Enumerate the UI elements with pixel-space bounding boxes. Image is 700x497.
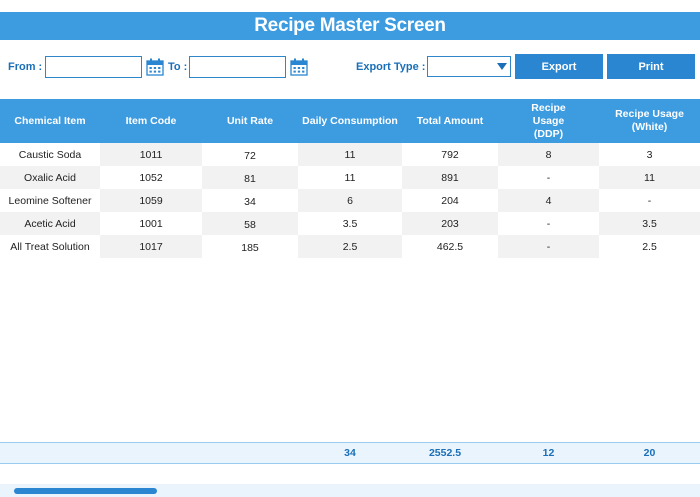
from-label: From : (8, 61, 43, 73)
to-date-input[interactable] (189, 56, 286, 78)
title-bar: Recipe Master Screen (0, 12, 700, 40)
cell-daily-consumption: 11 (298, 143, 402, 166)
page-title: Recipe Master Screen (254, 15, 446, 36)
column-header-daily-consumption[interactable]: Daily Consumption (302, 114, 398, 127)
table-row[interactable]: Caustic Soda 1011 72 11 792 8 3 (0, 143, 700, 166)
cell-daily-consumption: 11 (344, 171, 356, 184)
scrollbar-thumb[interactable] (14, 488, 157, 494)
cell-daily-consumption: 6 (298, 189, 402, 212)
horizontal-scrollbar[interactable] (0, 484, 700, 497)
print-button[interactable]: Print (607, 54, 695, 79)
cell-chemical-item: Acetic Acid (0, 212, 100, 235)
export-button[interactable]: Export (515, 54, 603, 79)
calendar-icon[interactable] (146, 58, 164, 76)
cell-total-amount: 203 (402, 212, 498, 235)
cell-total-amount: 462.5 (436, 240, 464, 253)
export-type-label: Export Type : (356, 61, 426, 73)
export-type-select[interactable] (427, 56, 511, 77)
table-row[interactable]: Oxalic Acid 1052 81 11 891 - 11 (0, 166, 700, 189)
cell-recipe-usage-ddp: - (546, 171, 551, 184)
cell-recipe-usage-ddp: 8 (498, 143, 599, 166)
cell-item-code: 1011 (100, 143, 202, 166)
cell-recipe-usage-ddp: - (498, 235, 599, 258)
cell-total-amount: 204 (441, 194, 459, 207)
cell-item-code: 1017 (100, 235, 202, 258)
cell-item-code: 1052 (139, 171, 163, 184)
table-header: Chemical Item Item Code Unit Rate Daily … (0, 99, 700, 143)
cell-unit-rate: 34 (244, 195, 256, 208)
cell-recipe-usage-white: 2.5 (642, 240, 657, 253)
column-header-item-code[interactable]: Item Code (125, 114, 177, 127)
cell-total-amount: 891 (402, 166, 498, 189)
calendar-icon[interactable] (290, 58, 308, 76)
cell-unit-rate: 81 (202, 166, 298, 189)
cell-item-code: 1001 (139, 217, 163, 230)
cell-chemical-item: Leomine Softener (8, 194, 92, 207)
cell-unit-rate: 58 (202, 212, 298, 235)
cell-daily-consumption: 2.5 (298, 235, 402, 258)
cell-recipe-usage-white: 11 (599, 166, 700, 189)
total-amount: 2552.5 (428, 447, 462, 459)
total-recipe-usage-ddp: 12 (542, 447, 555, 459)
table-row[interactable]: Acetic Acid 1001 58 3.5 203 - 3.5 (0, 212, 700, 235)
column-header-recipe-usage-white[interactable]: Recipe Usage (White) (615, 108, 684, 133)
cell-recipe-usage-ddp: - (546, 217, 551, 230)
column-header-unit-rate[interactable]: Unit Rate (226, 114, 274, 127)
cell-recipe-usage-white: - (647, 194, 652, 207)
cell-chemical-item: Oxalic Acid (0, 166, 100, 189)
table-row[interactable]: Leomine Softener 1059 34 6 204 4 - (0, 189, 700, 212)
cell-recipe-usage-ddp: 4 (498, 189, 599, 212)
cell-chemical-item: All Treat Solution (10, 240, 90, 253)
cell-recipe-usage-white: 3.5 (599, 212, 700, 235)
from-date-input[interactable] (45, 56, 142, 78)
column-header-total-amount[interactable]: Total Amount (416, 114, 484, 127)
chevron-down-icon (497, 63, 507, 70)
cell-chemical-item: Caustic Soda (18, 148, 82, 161)
cell-total-amount: 792 (441, 148, 459, 161)
total-daily-consumption: 34 (344, 447, 356, 459)
cell-unit-rate: 185 (241, 241, 259, 254)
cell-unit-rate: 72 (244, 149, 256, 162)
cell-recipe-usage-white: 3 (646, 148, 653, 161)
column-header-recipe-usage-ddp[interactable]: Recipe Usage (DDP) (531, 101, 566, 140)
table-row[interactable]: All Treat Solution 1017 185 2.5 462.5 - … (0, 235, 700, 258)
to-label: To : (168, 61, 188, 73)
column-header-chemical-item[interactable]: Chemical Item (14, 114, 86, 127)
cell-daily-consumption: 3.5 (342, 217, 358, 230)
cell-item-code: 1059 (100, 189, 202, 212)
total-recipe-usage-white: 20 (643, 447, 656, 459)
totals-row: 34 2552.5 12 20 (0, 442, 700, 464)
